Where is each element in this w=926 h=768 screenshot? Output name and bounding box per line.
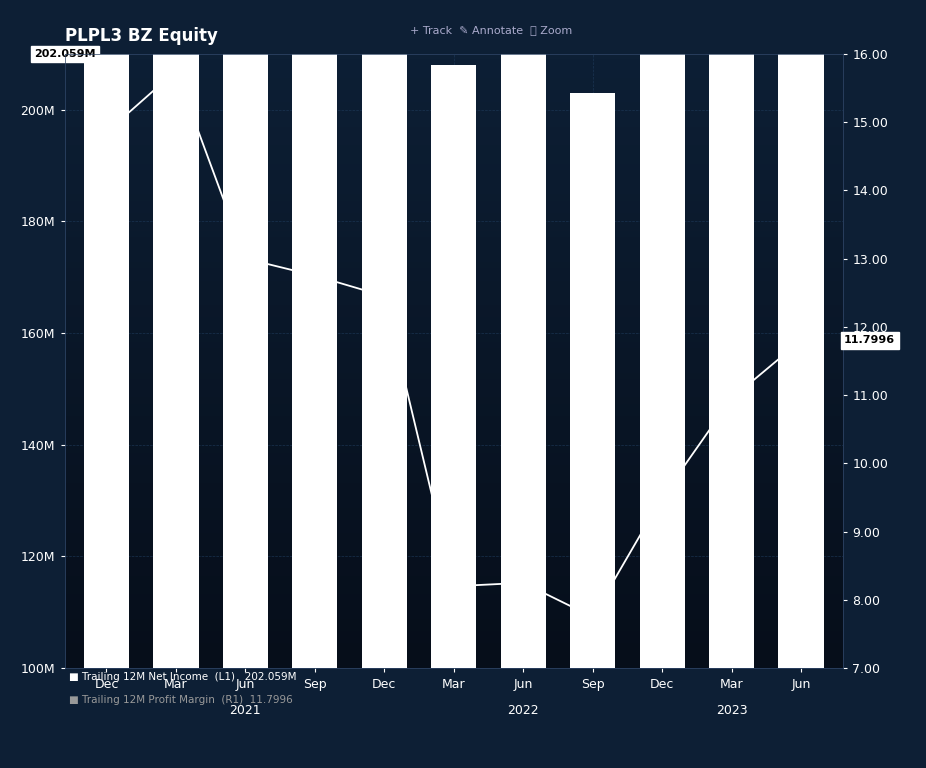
Bar [223,0,268,668]
Bar [570,93,615,668]
Text: 202.059M: 202.059M [34,48,95,59]
Text: 2022: 2022 [507,704,539,717]
Bar [640,0,684,668]
Text: ■ Trailing 12M Profit Margin  (R1)  11.7996: ■ Trailing 12M Profit Margin (R1) 11.799… [69,695,294,705]
Bar [779,0,823,668]
Text: + Track  ✎ Annotate  🔍 Zoom: + Track ✎ Annotate 🔍 Zoom [409,25,572,35]
Text: 2021: 2021 [230,704,261,717]
Bar [709,0,754,668]
Text: 2023: 2023 [716,704,747,717]
Bar [501,54,545,668]
Text: ■ Trailing 12M Net Income  (L1)   202.059M: ■ Trailing 12M Net Income (L1) 202.059M [69,672,297,682]
Bar [293,0,337,668]
Bar [84,0,129,668]
Text: 11.7996: 11.7996 [844,336,895,346]
Bar [432,65,476,668]
Bar [362,0,407,668]
Text: PLPL3 BZ Equity: PLPL3 BZ Equity [65,27,218,45]
Bar [154,0,198,668]
